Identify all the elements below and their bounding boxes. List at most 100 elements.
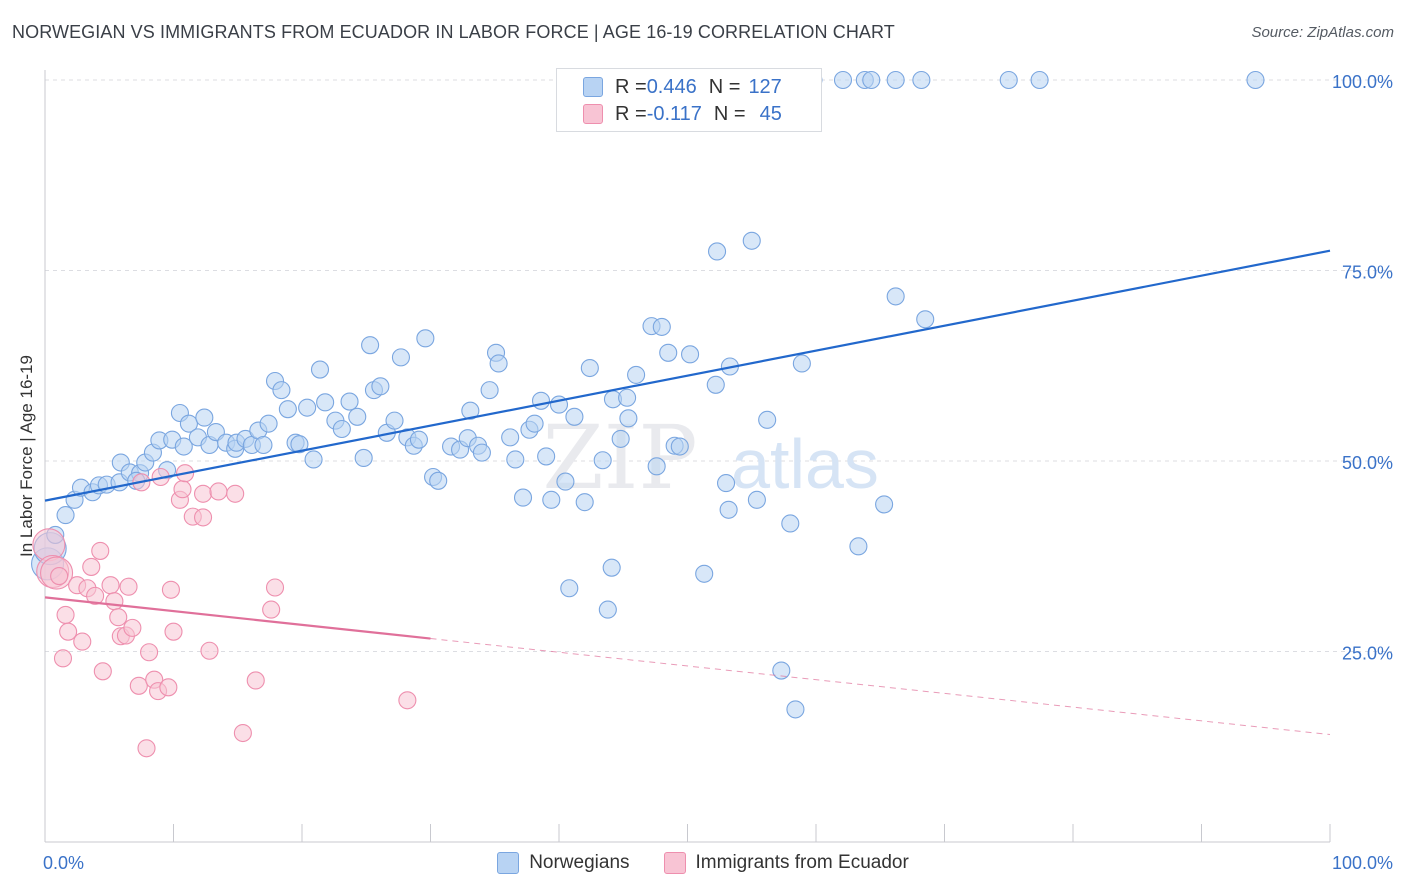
data-point-ecuador [73,632,92,651]
legend-n-label: N = [713,102,746,125]
data-point-norwegians [385,411,404,430]
data-point-norwegians [747,490,766,509]
data-point-ecuador [123,618,142,637]
data-point-ecuador [53,649,73,668]
data-point-norwegians [742,231,761,250]
data-point-norwegians [290,435,309,454]
data-point-norwegians [781,514,800,533]
y-tick-label: 75.0% [1342,263,1393,283]
legend-item-ecuador[interactable]: Immigrants from Ecuador [663,852,909,874]
data-point-norwegians [480,381,499,400]
data-point-norwegians [525,414,544,433]
data-point-ecuador [209,482,228,501]
data-point-norwegians [619,409,638,428]
data-point-ecuador [200,641,219,660]
data-point-norwegians [659,343,678,362]
legend-n-label: N = [708,75,741,98]
data-point-norwegians [772,661,791,680]
data-point-ecuador [173,480,192,499]
data-point-ecuador [398,691,417,710]
y-axis-label: In Labor Force | Age 16-19 [17,355,36,557]
trendline-ecuador-dashed [430,638,1331,736]
data-point-norwegians [361,336,380,355]
data-point-norwegians [716,474,736,493]
legend-r-label: R = [615,75,647,98]
legend-item-norwegians[interactable]: Norwegians [497,852,630,874]
data-point-norwegians [886,70,905,90]
data-point-ecuador [226,484,245,503]
legend-swatch-blue [583,77,603,97]
watermark-atlas: atlas [731,425,879,503]
y-tick-label: 25.0% [1342,644,1393,664]
data-point-ecuador [159,678,178,697]
y-tick-label: 50.0% [1342,453,1393,473]
data-point-norwegians [371,377,390,396]
data-point-ecuador [91,541,110,560]
data-point-norwegians [513,488,533,507]
data-point-norwegians [593,451,612,470]
legend-swatch-norwegians [497,852,520,874]
data-point-ecuador [164,622,183,641]
chart-title: NORWEGIAN VS IMMIGRANTS FROM ECUADOR IN … [12,22,895,42]
data-point-norwegians [611,429,630,448]
data-point-norwegians [1246,70,1265,90]
data-point-norwegians [254,435,273,455]
legend-swatch-ecuador [663,852,686,874]
data-point-ecuador [140,643,159,662]
data-point-norwegians [298,398,317,417]
tick-labels: 25.0% 50.0% 75.0% 100.0% 0.0% 100.0% [43,72,1393,873]
data-point-ecuador [161,580,180,599]
data-point-ecuador [109,608,128,627]
data-point-norwegians [272,381,291,400]
data-point-norwegians [786,700,805,719]
data-point-norwegians [195,408,214,427]
data-point-norwegians [489,354,508,373]
data-point-ecuador [194,484,213,503]
data-point-norwegians [354,448,373,468]
data-point-norwegians [580,358,599,378]
data-point-norwegians [670,437,689,456]
data-point-norwegians [833,70,853,90]
data-point-norwegians [310,360,330,379]
data-point-norwegians [542,490,561,509]
data-point-norwegians [875,495,894,514]
axes [44,70,1331,843]
data-point-norwegians [304,450,323,469]
data-point-ecuador [246,671,265,690]
data-point-norwegians [429,471,448,490]
data-point-norwegians [179,414,198,433]
legend-swatch-pink [583,104,603,124]
legend-label-ecuador: Immigrants from Ecuador [695,852,909,873]
data-point-norwegians [56,506,75,525]
data-point-norwegians [409,430,428,449]
data-point-norwegians [472,443,491,462]
data-point-ecuador [59,622,78,641]
data-point-ecuador [129,676,148,695]
data-point-norwegians [461,401,480,420]
trendline-ecuador-solid [44,596,431,640]
data-point-norwegians [849,537,868,556]
data-point-norwegians [332,419,351,439]
data-point-norwegians [560,579,579,598]
data-point-ecuador [233,723,252,743]
grid-lines [45,79,1392,652]
correlation-legend: R = 0.446 N = 127 R = -0.117 N = 45 [556,68,822,132]
data-point-norwegians [391,348,410,367]
data-point-norwegians [575,493,594,512]
legend-row-norwegians: R = 0.446 N = 127 [583,74,782,100]
legend-n-value: 127 [748,75,782,98]
source-label: Source: ZipAtlas.com [1251,24,1394,41]
series-norwegians-points [31,70,1265,719]
data-point-norwegians [506,450,525,469]
data-point-ecuador [82,557,101,576]
data-point-norwegians [681,345,700,364]
trendline-norwegians [44,249,1331,502]
data-point-norwegians [278,400,297,419]
data-point-ecuador [101,576,120,595]
data-point-norwegians [602,558,621,577]
data-point-norwegians [259,414,278,433]
data-point-norwegians [916,310,935,329]
data-point-ecuador [56,605,75,624]
series-legend: Norwegians Immigrants from Ecuador [0,852,1406,874]
